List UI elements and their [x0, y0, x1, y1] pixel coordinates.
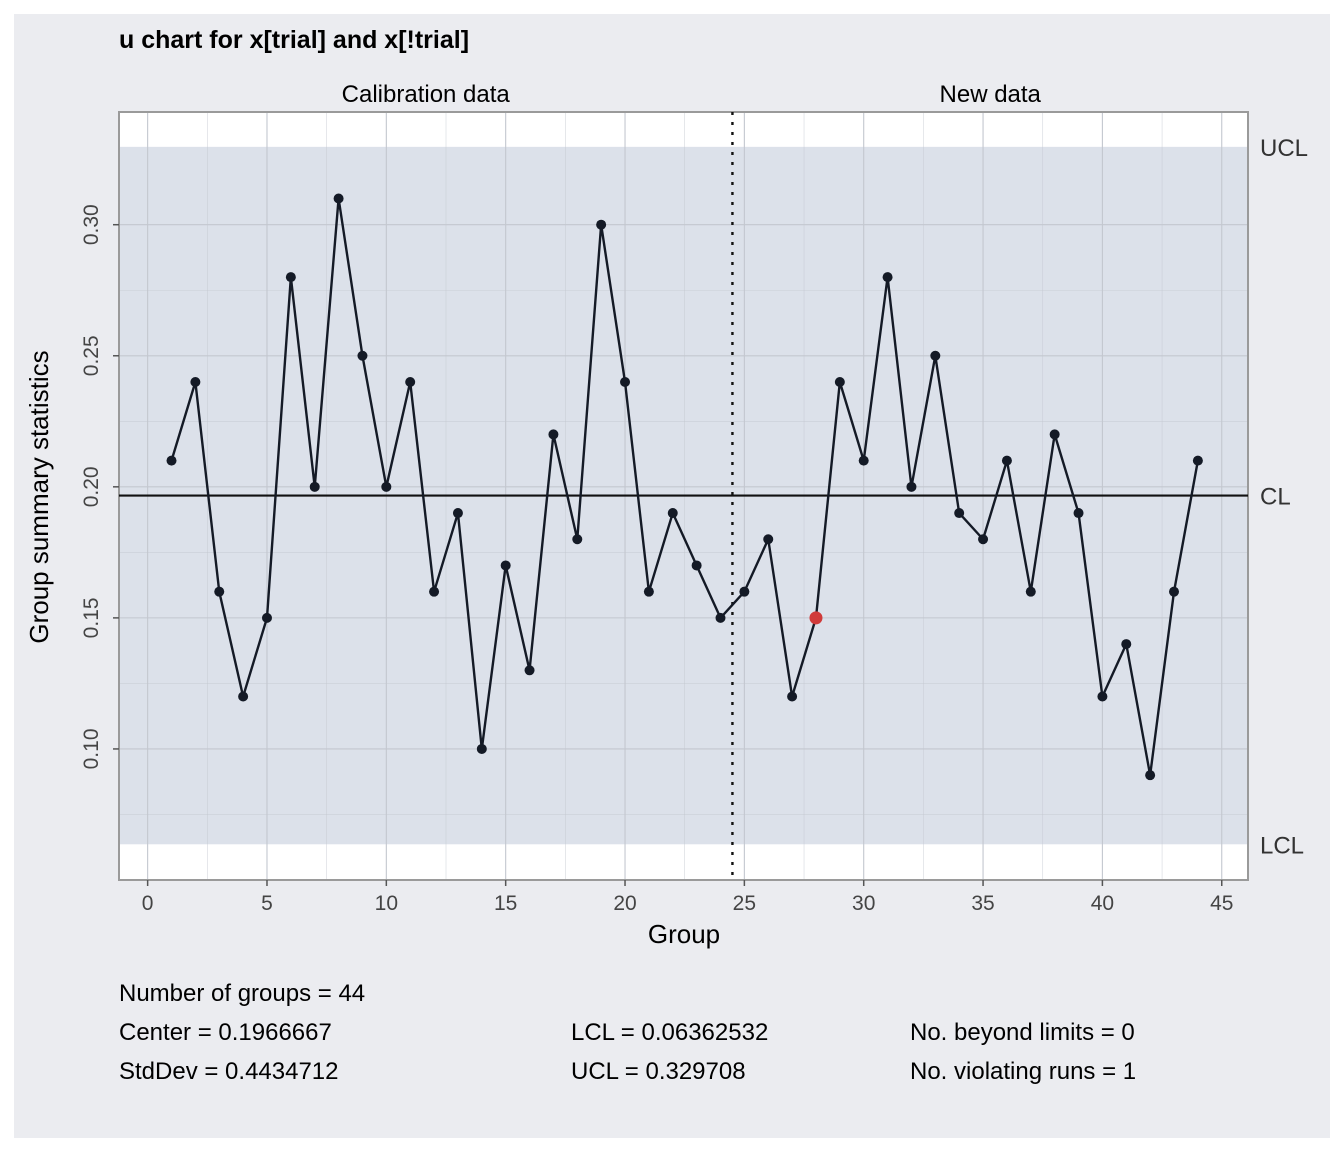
data-point	[405, 376, 416, 387]
data-point	[548, 429, 559, 440]
ucl-label: UCL	[1260, 135, 1308, 162]
data-point	[190, 376, 201, 387]
data-point	[500, 560, 511, 571]
data-point	[524, 665, 535, 676]
x-axis-label: Group	[648, 919, 720, 949]
data-point	[620, 376, 631, 387]
x-tick-label: 0	[142, 892, 154, 915]
y-axis-label: Group summary statistics	[24, 350, 54, 643]
series-line	[170, 197, 1200, 777]
data-point	[214, 586, 225, 597]
data-point	[309, 481, 320, 492]
stats-violating-runs: No. violating runs = 1	[910, 1058, 1137, 1085]
x-tick-label: 45	[1210, 892, 1233, 915]
data-point	[357, 350, 368, 361]
data-point	[691, 560, 702, 571]
data-point	[1025, 586, 1036, 597]
data-point	[166, 455, 177, 466]
data-point	[906, 481, 917, 492]
x-tick-label: 5	[261, 892, 273, 915]
x-tick-label: 15	[494, 892, 517, 915]
cl-label: CL	[1260, 484, 1291, 511]
section-label: New data	[940, 81, 1042, 108]
stats-lcl: LCL = 0.06362532	[571, 1019, 769, 1046]
data-point	[882, 272, 893, 283]
data-point	[643, 586, 654, 597]
x-tick-label: 35	[971, 892, 994, 915]
data-point	[1121, 639, 1132, 650]
stats-ucl: UCL = 0.329708	[571, 1058, 746, 1085]
section-label: Calibration data	[342, 81, 511, 108]
data-point	[930, 350, 941, 361]
data-point	[1001, 455, 1012, 466]
x-tick-label: 25	[733, 892, 756, 915]
x-tick-label: 10	[375, 892, 398, 915]
data-point	[739, 586, 750, 597]
data-point	[1169, 586, 1180, 597]
data-point	[787, 691, 798, 702]
y-tick-label: 0.15	[80, 597, 103, 638]
data-point	[381, 481, 392, 492]
y-tick-label: 0.25	[80, 335, 103, 376]
data-point	[452, 508, 463, 519]
data-point	[978, 534, 989, 545]
data-point	[763, 534, 774, 545]
data-point	[429, 586, 440, 597]
data-point	[1097, 691, 1108, 702]
stats-center: Center = 0.1966667	[119, 1019, 332, 1046]
data-point	[476, 743, 487, 754]
data-point	[333, 193, 344, 204]
y-tick-label: 0.30	[80, 204, 103, 245]
data-point	[1073, 508, 1084, 519]
x-tick-label: 30	[852, 892, 875, 915]
x-tick-label: 40	[1091, 892, 1114, 915]
y-tick-label: 0.20	[80, 466, 103, 507]
data-point	[238, 691, 249, 702]
stats-groups: Number of groups = 44	[119, 980, 366, 1007]
data-point	[715, 612, 726, 623]
violating-point	[809, 611, 823, 625]
y-tick-label: 0.10	[80, 729, 103, 770]
x-tick-label: 20	[613, 892, 636, 915]
data-point	[572, 534, 583, 545]
chart-title: u chart for x[trial] and x[!trial]	[119, 26, 469, 54]
data-point	[834, 376, 845, 387]
lcl-label: LCL	[1260, 832, 1304, 859]
data-point	[261, 612, 272, 623]
data-point	[596, 219, 607, 230]
data-point	[285, 272, 296, 283]
stats-beyond-limits: No. beyond limits = 0	[910, 1019, 1135, 1046]
data-point	[667, 508, 678, 519]
data-point	[1192, 455, 1203, 466]
data-point	[1049, 429, 1060, 440]
data-point	[1145, 770, 1156, 781]
data-point	[954, 508, 965, 519]
data-point	[858, 455, 869, 466]
stats-stddev: StdDev = 0.4434712	[119, 1058, 339, 1085]
